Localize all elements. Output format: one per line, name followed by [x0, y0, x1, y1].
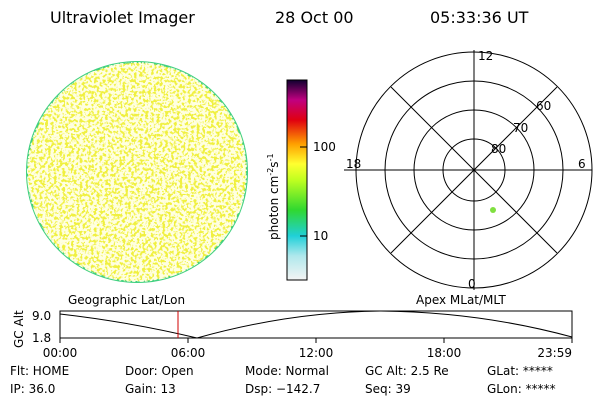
- info-field: GLat: *****: [487, 364, 553, 378]
- color-bar: [286, 79, 308, 281]
- timeline-label: Geographic Lat/Lon: [68, 293, 185, 307]
- x-tick-label: 18:00: [427, 346, 462, 360]
- altitude-curve: [59, 310, 573, 339]
- info-field: Door: Open: [125, 364, 194, 378]
- cbar-label: 100: [313, 140, 336, 154]
- time: 05:33:36 UT: [430, 8, 529, 27]
- polar-label: 18: [346, 157, 361, 171]
- y-tick-label: 9.0: [32, 309, 51, 323]
- polar-label: 6: [578, 157, 586, 171]
- info-field: Dsp: −142.7: [245, 382, 320, 396]
- info-field: IP: 36.0: [10, 382, 55, 396]
- instrument: Ultraviolet Imager: [50, 8, 195, 27]
- info-field: Mode: Normal: [245, 364, 329, 378]
- info-field: GC Alt: 2.5 Re: [365, 364, 449, 378]
- cbar-unit: photon cm-2s-1: [266, 153, 281, 240]
- position-dot: [490, 207, 496, 213]
- y-axis-label: GC Alt: [12, 310, 26, 348]
- y-tick-label: 1.8: [32, 331, 51, 345]
- polar-label: 0: [468, 277, 476, 291]
- x-tick-label: 06:00: [171, 346, 206, 360]
- cbar-label: 10: [313, 229, 328, 243]
- x-tick-label: 23:59: [537, 346, 572, 360]
- info-field: Flt: HOME: [10, 364, 69, 378]
- info-panel: Flt: HOME Door: Open Mode: Normal GC Alt: 2…: [10, 364, 556, 396]
- polar-label: 60: [536, 99, 551, 113]
- info-field: Gain: 13: [125, 382, 176, 396]
- polar-label: 80: [491, 142, 506, 156]
- x-tick-label: 12:00: [299, 346, 334, 360]
- info-field: GLon: *****: [487, 382, 556, 396]
- time-ticks: [59, 338, 573, 343]
- date: 28 Oct 00: [275, 8, 354, 27]
- image-disk: [26, 61, 248, 283]
- timeline-label: Apex MLat/MLT: [416, 293, 506, 307]
- polar-label: 12: [478, 49, 493, 63]
- x-tick-label: 00:00: [43, 346, 78, 360]
- polar-grid: [344, 50, 593, 290]
- info-field: Seq: 39: [365, 382, 411, 396]
- polar-label: 70: [513, 121, 528, 135]
